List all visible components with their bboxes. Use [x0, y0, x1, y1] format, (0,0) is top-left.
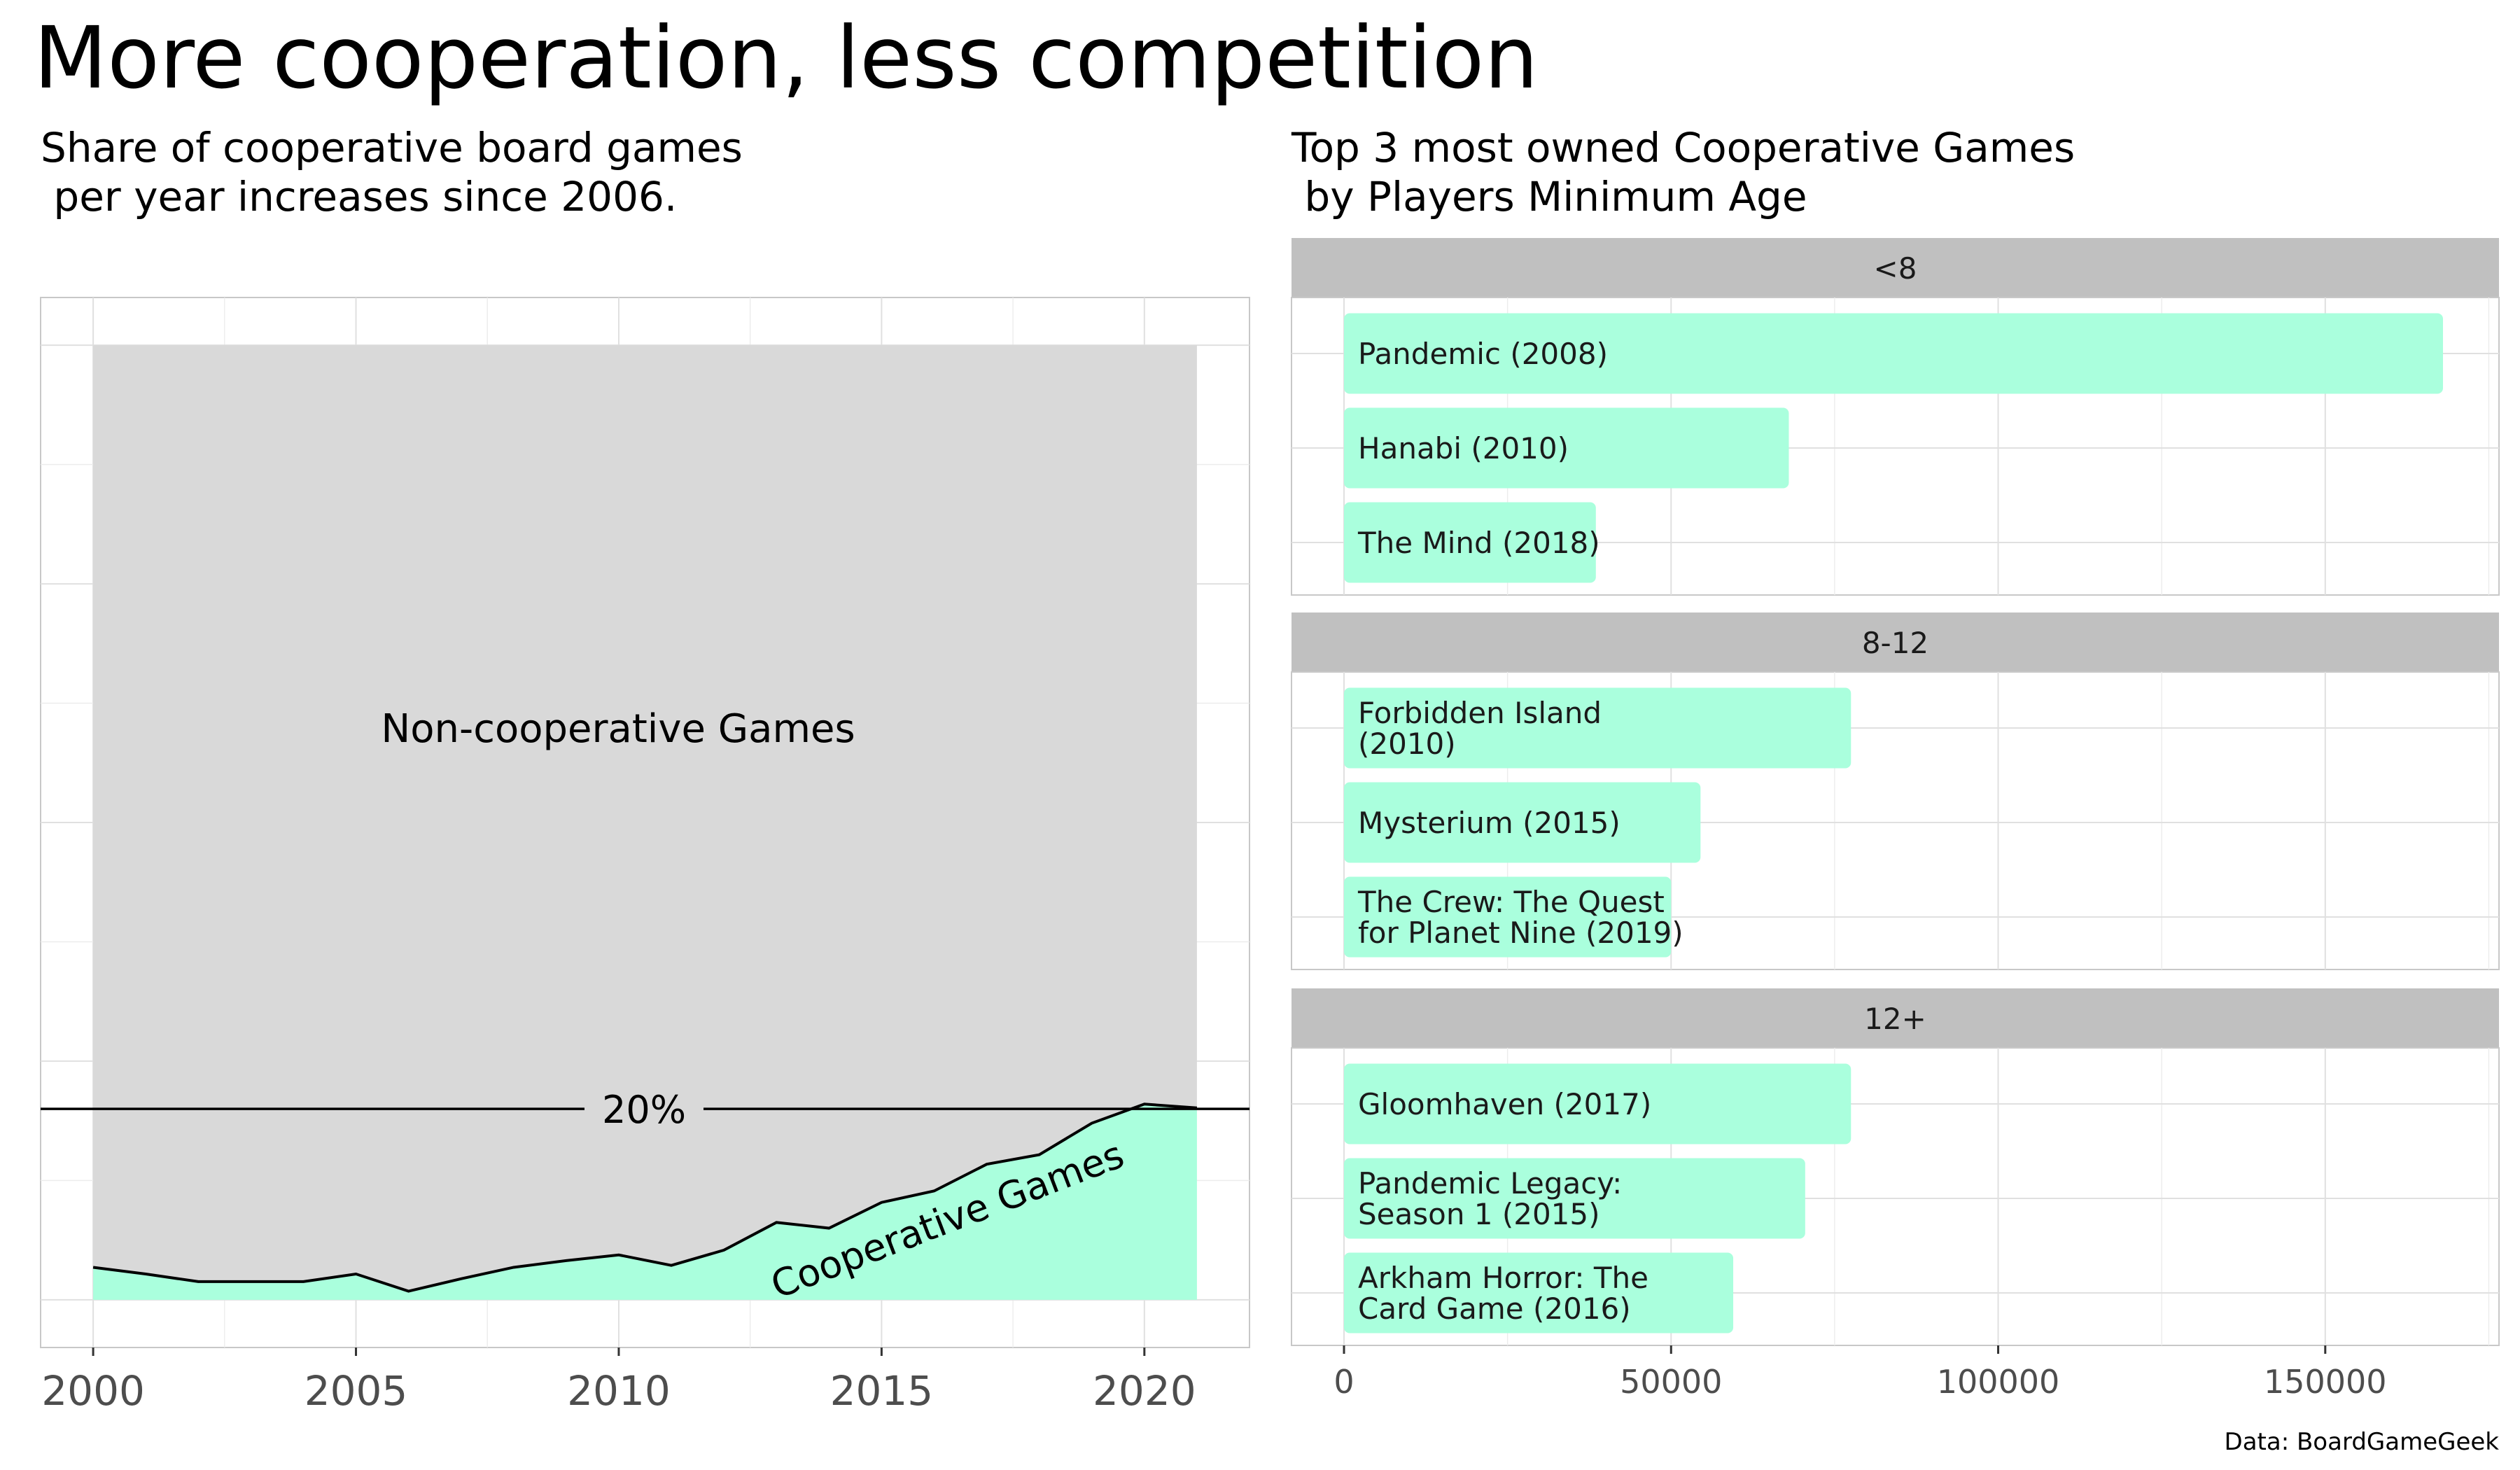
x-tick-label: 2020: [1093, 1367, 1196, 1415]
cooperative-share-line: [92, 1102, 1198, 1293]
facet-strip: [1292, 238, 2499, 298]
facet-strip-label: 8-12: [1862, 626, 1928, 660]
bar-label: Pandemic (2008): [1358, 337, 1608, 371]
facet-strip-label: <8: [1874, 251, 1917, 286]
bar-label: Forbidden Island (2010): [1358, 696, 1602, 761]
left-chart-subtitle: Share of cooperative board games per yea…: [41, 124, 743, 220]
bar: [1344, 687, 1851, 769]
non-cooperative-label: Non-cooperative Games: [381, 706, 855, 752]
bar-label: Mysterium (2015): [1358, 806, 1620, 840]
right-chart-subtitle: Top 3 most owned Cooperative Games by Pl…: [1292, 124, 2076, 220]
bar-label: Gloomhaven (2017): [1358, 1087, 1651, 1121]
x-tick-label: 2015: [830, 1367, 934, 1415]
x-tick-label: 50000: [1620, 1363, 1722, 1401]
bar: [1344, 1063, 1851, 1144]
facet-strip: [1292, 988, 2499, 1048]
bar: [1344, 1158, 1805, 1239]
x-tick-label: 150000: [2264, 1363, 2387, 1401]
facet-strip-label: 12+: [1864, 1002, 1926, 1036]
non-cooperative-area: [93, 345, 1197, 1292]
bar: [1344, 313, 2443, 394]
bar: [1344, 876, 1672, 958]
data-source-caption: Data: BoardGameGeek: [2224, 1428, 2499, 1456]
x-tick-label: 2010: [567, 1367, 671, 1415]
bar: [1344, 782, 1701, 863]
main-title: More cooperation, less competition: [34, 8, 1539, 108]
bar-label: Pandemic Legacy: Season 1 (2015): [1358, 1166, 1622, 1231]
x-tick-label: 0: [1334, 1363, 1354, 1401]
x-tick-label: 100000: [1937, 1363, 2060, 1401]
bar-label: The Mind (2018): [1357, 526, 1600, 560]
x-tick-label: 2005: [304, 1367, 408, 1415]
bar-label: Hanabi (2010): [1358, 431, 1569, 465]
bar-label: Arkham Horror: The Card Game (2016): [1358, 1261, 1648, 1326]
cooperative-area: [93, 1104, 1197, 1300]
bar: [1344, 1252, 1734, 1334]
x-tick-label: 2000: [41, 1367, 145, 1415]
reference-line-label: 20%: [602, 1088, 686, 1132]
bar: [1344, 502, 1596, 583]
bar: [1344, 407, 1789, 489]
facet-strip: [1292, 612, 2499, 672]
bar-label: The Crew: The Quest for Planet Nine (2019…: [1357, 885, 1684, 950]
